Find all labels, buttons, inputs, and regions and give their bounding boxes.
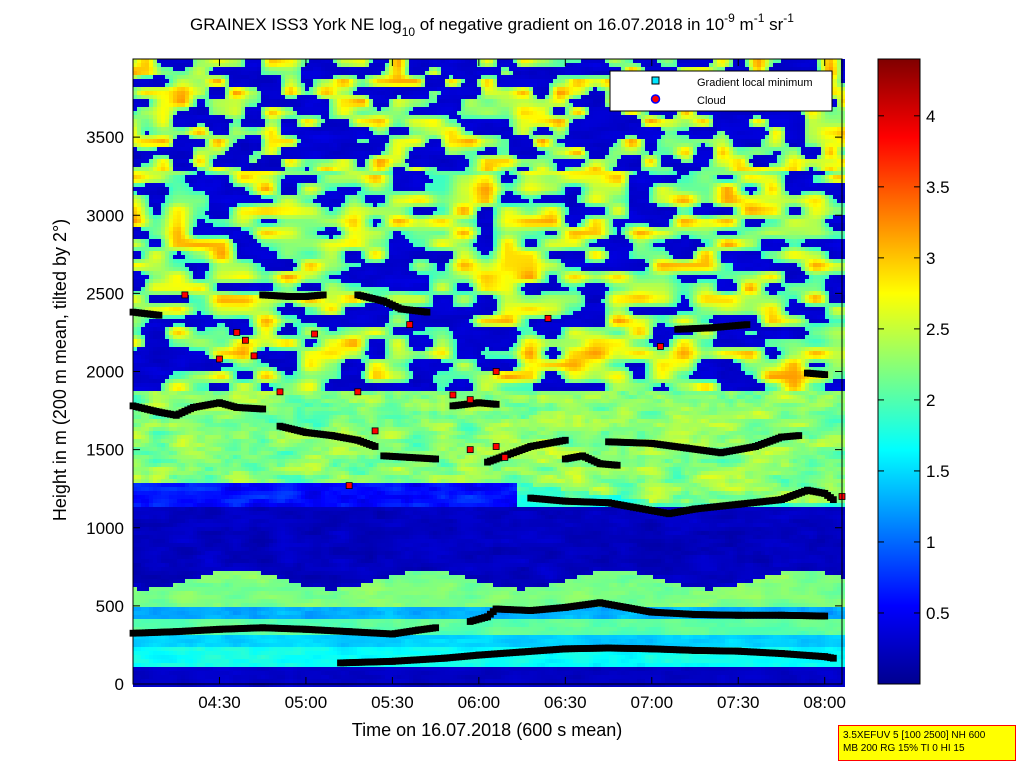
cloud-marker: [467, 447, 473, 453]
minimum-marker: [614, 462, 620, 468]
minimum-marker: [433, 456, 439, 462]
y-tick-label: 500: [96, 597, 124, 616]
colorbar-tick-label: 2.5: [926, 320, 950, 339]
minimum-marker: [830, 497, 836, 503]
minimum-marker: [744, 322, 750, 328]
heatmap: [133, 59, 845, 687]
x-tick-label: 06:30: [544, 693, 587, 712]
colorbar-tick-label: 1.5: [926, 462, 950, 481]
legend-label-cloud: Cloud: [697, 95, 726, 107]
legend-label-minimum: Gradient local minimum: [697, 77, 813, 89]
colorbar-tick-label: 2: [926, 391, 935, 410]
info-line-2: MB 200 RG 15% TI 0 HI 15: [843, 742, 1015, 755]
cloud-marker: [467, 397, 473, 403]
cloud-marker: [182, 292, 188, 298]
x-tick-label: 05:00: [285, 693, 328, 712]
cloud-marker: [312, 331, 318, 337]
cloud-marker: [493, 444, 499, 450]
y-tick-label: 3500: [86, 128, 124, 147]
cloud-marker: [277, 389, 283, 395]
x-tick-label: 04:30: [198, 693, 241, 712]
cloud-marker: [502, 454, 508, 460]
minimum-marker: [372, 444, 378, 450]
minimum-marker: [830, 655, 836, 661]
cloud-marker: [251, 353, 257, 359]
minimum-marker: [822, 613, 828, 619]
colorbar-tick-label: 1: [926, 533, 935, 552]
cloud-marker: [242, 337, 248, 343]
x-tick-label: 07:00: [631, 693, 674, 712]
minimum-marker: [433, 625, 439, 631]
cloud-marker: [372, 428, 378, 434]
colorbar-tick-label: 3.5: [926, 178, 950, 197]
y-tick-label: 0: [115, 675, 124, 694]
cloud-marker: [355, 389, 361, 395]
colorbar-tick-label: 3: [926, 249, 935, 268]
y-tick-label: 1000: [86, 519, 124, 538]
y-tick-label: 1500: [86, 441, 124, 460]
cloud-marker: [346, 483, 352, 489]
x-tick-label: 08:00: [803, 693, 846, 712]
legend: Gradient local minimum Cloud: [610, 71, 832, 111]
minimum-marker: [320, 292, 326, 298]
colorbar: [878, 59, 920, 684]
chart-title: GRAINEX ISS3 York NE log10 of negative g…: [190, 11, 794, 39]
y-tick-label: 2000: [86, 363, 124, 382]
minimum-marker: [822, 372, 828, 378]
info-box: 3.5XEFUV 5 [100 2500] NH 600 MB 200 RG 1…: [838, 725, 1016, 761]
colorbar-tick-label: 4: [926, 107, 935, 126]
x-tick-label: 07:30: [717, 693, 760, 712]
minimum-marker: [796, 433, 802, 439]
y-tick-label: 2500: [86, 284, 124, 303]
cloud-marker: [657, 344, 663, 350]
cloud-marker: [216, 356, 222, 362]
minimum-marker: [424, 309, 430, 315]
x-tick-label: 05:30: [371, 693, 414, 712]
y-axis-label: Height in m (200 m mean, tilted by 2°): [50, 219, 70, 521]
cloud-marker: [545, 315, 551, 321]
legend-circle-icon: [652, 95, 660, 103]
minimum-marker: [260, 406, 266, 412]
colorbar-tick-label: 0.5: [926, 604, 950, 623]
cloud-marker: [493, 369, 499, 375]
minimum-marker: [562, 437, 568, 443]
cloud-marker: [234, 329, 240, 335]
info-line-1: 3.5XEFUV 5 [100 2500] NH 600: [843, 729, 1015, 742]
x-axis-label: Time on 16.07.2018 (600 s mean): [352, 720, 623, 740]
cloud-marker: [407, 322, 413, 328]
y-tick-label: 3000: [86, 206, 124, 225]
x-tick-label: 06:00: [458, 693, 501, 712]
cloud-marker: [450, 392, 456, 398]
minimum-marker: [156, 312, 162, 318]
legend-square-icon: [652, 77, 659, 84]
minimum-marker: [493, 401, 499, 407]
